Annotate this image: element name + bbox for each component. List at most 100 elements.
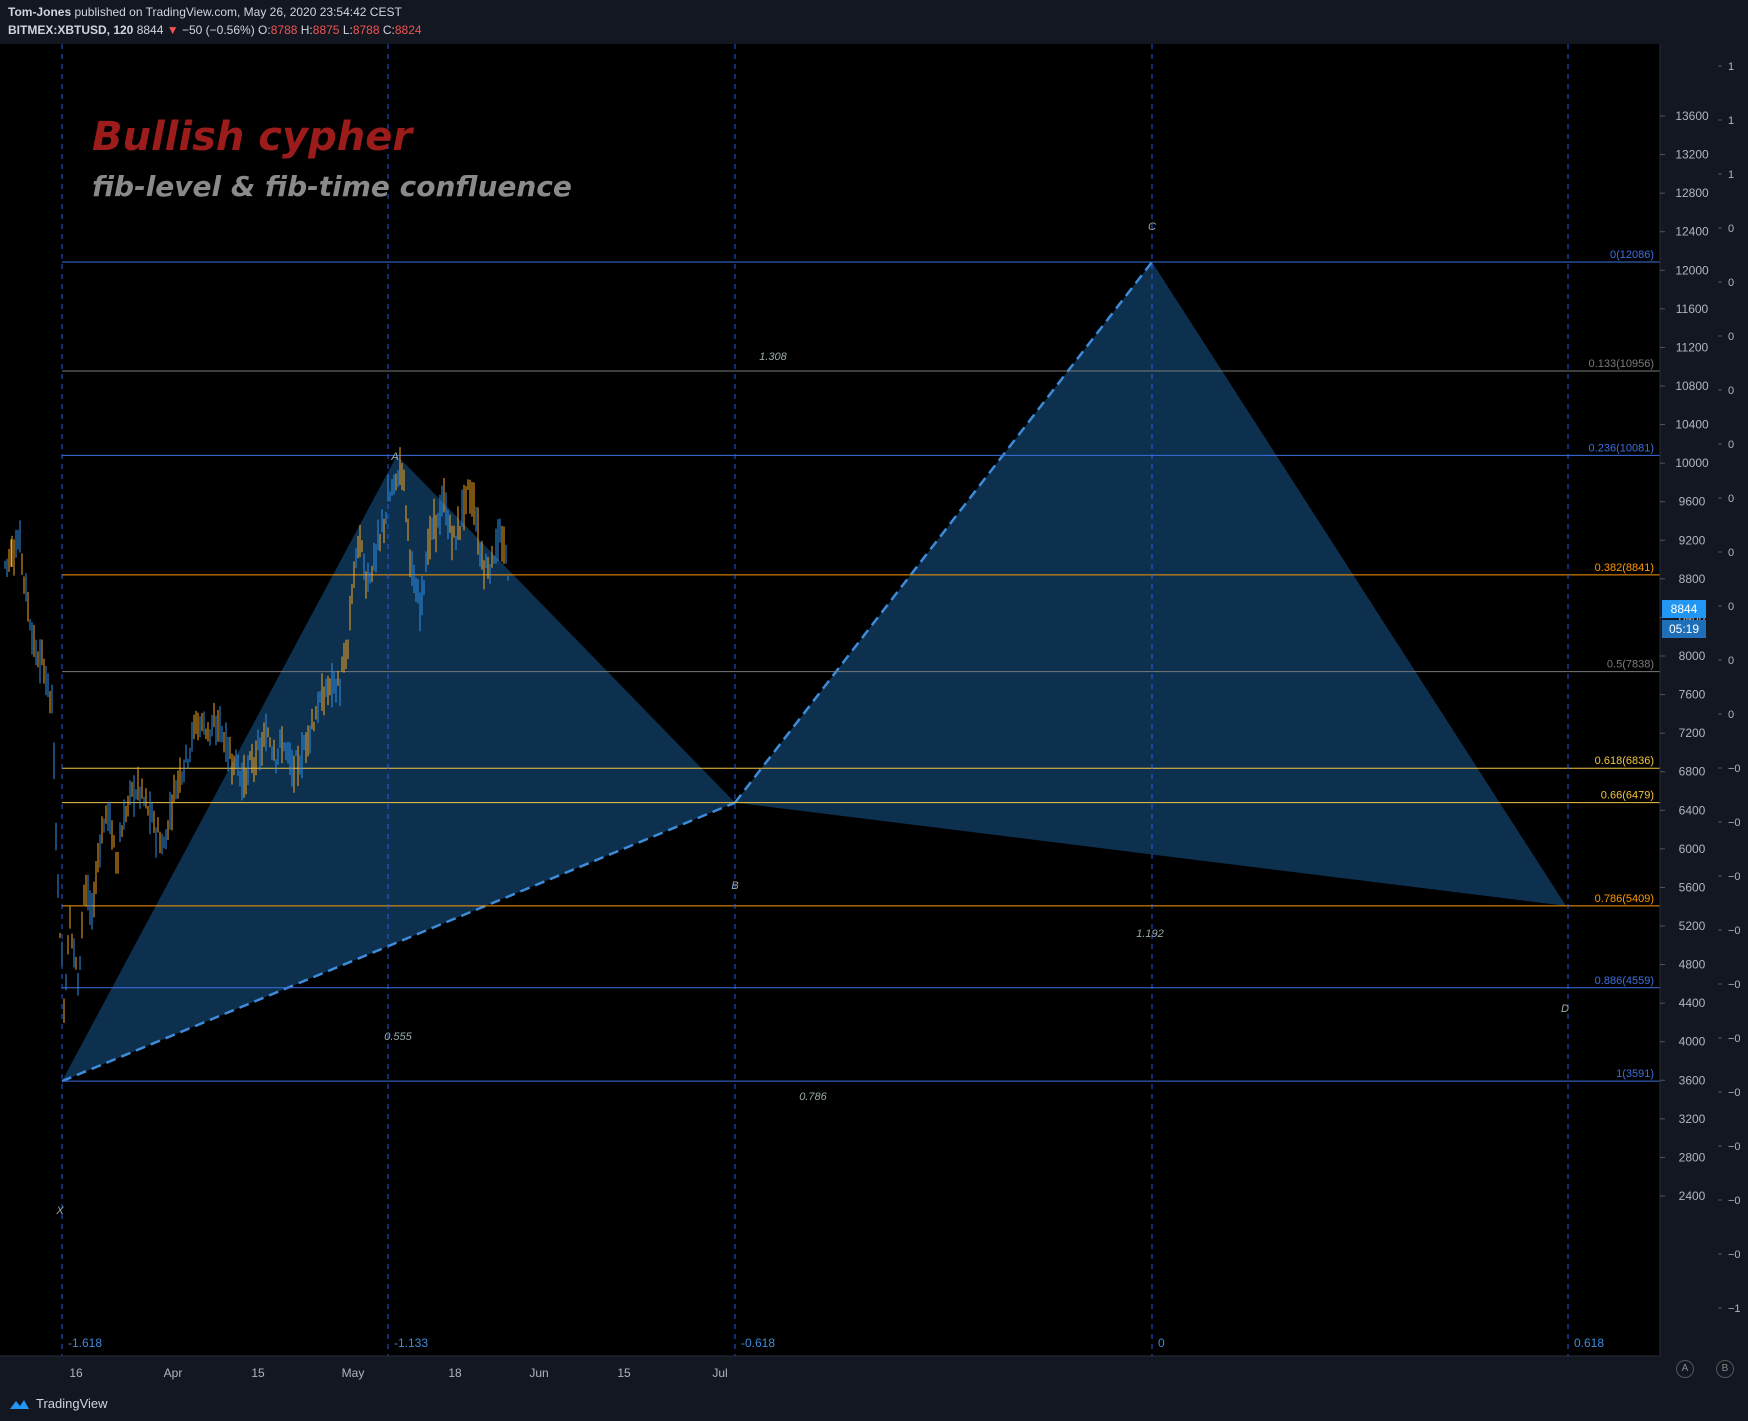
chart-canvas[interactable]: 0(12086) 0.133(10956) 0.236(10081) 0.382(88… (0, 44, 1748, 1388)
fib-level-label: 0.786(5409) (1595, 893, 1654, 905)
fib-time-label: -1.133 (394, 1336, 428, 1350)
secondary-scale-label: 0 (1728, 223, 1734, 235)
secondary-scale-label: 0 (1728, 493, 1734, 505)
price-tick-label: 6000 (1679, 842, 1706, 856)
price-tick-label: 7200 (1679, 726, 1706, 740)
pattern-ratio-label: 1.308 (759, 351, 787, 363)
price-tick-label: 2800 (1679, 1150, 1706, 1164)
price-axis[interactable] (1660, 44, 1748, 1356)
log-scale-button[interactable]: B (1716, 1360, 1734, 1378)
secondary-scale-label: 1 (1728, 169, 1734, 181)
price-tick-label: 2400 (1679, 1189, 1706, 1203)
price-tick-label: 12000 (1675, 263, 1709, 277)
secondary-scale-label: −1 (1728, 1303, 1741, 1315)
price-tick-label: 3600 (1679, 1073, 1706, 1087)
auto-scale-button[interactable]: A (1676, 1360, 1694, 1378)
fib-level-label: 0.382(8841) (1595, 562, 1654, 574)
secondary-scale-label: −0 (1728, 1141, 1741, 1153)
pattern-triangle-bcd (735, 261, 1566, 906)
pattern-point-label: C (1148, 221, 1156, 233)
countdown-badge-text: 05:19 (1669, 622, 1699, 636)
publish-info: Tom-Jones published on TradingView.com, … (8, 5, 402, 19)
down-triangle-icon: ▼ (166, 23, 179, 37)
secondary-scale-label: 0 (1728, 655, 1734, 667)
secondary-scale-label: 0 (1728, 547, 1734, 559)
secondary-scale-label: 0 (1728, 601, 1734, 613)
price-tick-label: 11600 (1676, 302, 1709, 316)
secondary-scale-label: −0 (1728, 817, 1741, 829)
time-tick-label: 15 (617, 1366, 631, 1380)
low-label: L: (342, 23, 353, 37)
secondary-scale-label: −0 (1728, 1249, 1741, 1261)
bottom-bar: TradingView (0, 1388, 1748, 1421)
ohlc-legend: BITMEX:XBTUSD, 120 8844 ▼ −50 (−0.56%) O… (8, 23, 422, 37)
price-tick-label: 8800 (1679, 572, 1706, 586)
time-tick-label: Jun (529, 1366, 548, 1380)
secondary-scale-label: 1 (1728, 61, 1734, 73)
time-axis[interactable] (0, 1356, 1748, 1388)
pattern-point-label: A (390, 451, 398, 463)
last-price: 8844 (136, 23, 164, 37)
symbol-label[interactable]: BITMEX:XBTUSD, 120 (8, 23, 134, 37)
chart-title: Bullish cypher (92, 114, 414, 160)
price-tick-label: 5600 (1679, 880, 1706, 894)
secondary-scale-label: 0 (1728, 331, 1734, 343)
tradingview-logo-text: TradingView (36, 1396, 108, 1411)
fib-level-label: 0.66(6479) (1601, 790, 1654, 802)
price-tick-label: 8000 (1679, 649, 1706, 663)
pattern-ratio-label: 1.192 (1136, 928, 1164, 940)
price-tick-label: 4000 (1679, 1035, 1706, 1049)
price-tick-label: 12400 (1675, 225, 1709, 239)
price-tick-label: 11200 (1676, 340, 1709, 354)
tradingview-logo[interactable]: TradingView (8, 1396, 108, 1411)
price-tick-label: 4800 (1679, 958, 1706, 972)
last-price-badge-text: 8844 (1671, 602, 1698, 616)
time-tick-label: May (342, 1366, 365, 1380)
fib-level-label: 0.133(10956) (1589, 358, 1654, 370)
pattern-point-label: X (55, 1205, 64, 1217)
price-tick-label: 9600 (1679, 495, 1706, 509)
top-bar: Tom-Jones published on TradingView.com, … (0, 0, 1748, 44)
secondary-scale-label: −0 (1728, 925, 1741, 937)
price-tick-label: 3200 (1679, 1112, 1706, 1126)
fib-level-label: 0(12086) (1610, 249, 1654, 261)
price-tick-label: 4400 (1679, 996, 1706, 1010)
close-label: C: (382, 23, 395, 37)
fib-time-label: -1.618 (68, 1336, 102, 1350)
fib-level-label: 1(3591) (1616, 1068, 1654, 1080)
fib-time-label: -0.618 (741, 1336, 775, 1350)
high-value: 8875 (312, 23, 340, 37)
price-tick-label: 6800 (1679, 765, 1706, 779)
fib-level-label: 0.236(10081) (1589, 442, 1654, 454)
countdown-badge (1662, 620, 1706, 638)
secondary-scale-label: −0 (1728, 871, 1741, 883)
time-tick-label: 16 (69, 1366, 83, 1380)
author-name[interactable]: Tom-Jones (8, 5, 72, 19)
open-label: O: (258, 23, 271, 37)
fib-level-label: 0.618(6836) (1595, 755, 1654, 767)
pattern-ratio-label: 0.786 (799, 1091, 827, 1103)
high-label: H: (300, 23, 313, 37)
secondary-scale-label: 0 (1728, 385, 1734, 397)
open-value: 8788 (270, 23, 298, 37)
fib-time-label: 0 (1158, 1336, 1165, 1350)
publish-text: published on TradingView.com, May 26, 20… (71, 5, 402, 19)
price-tick-label: 10000 (1675, 456, 1709, 470)
fib-level-label: 0.886(4559) (1595, 975, 1654, 987)
pattern-dashed-leg (734, 261, 1153, 804)
price-tick-label: 10400 (1675, 418, 1709, 432)
time-tick-label: Apr (164, 1366, 183, 1380)
close-value: 8824 (394, 23, 422, 37)
secondary-scale-label: −0 (1728, 1195, 1741, 1207)
last-price-badge (1662, 600, 1706, 618)
secondary-scale-label: 0 (1728, 709, 1734, 721)
fib-time-label: 0.618 (1574, 1336, 1604, 1350)
secondary-scale-label: 1 (1728, 115, 1734, 127)
time-tick-label: 15 (251, 1366, 265, 1380)
secondary-scale-label: 0 (1728, 277, 1734, 289)
tradingview-cloud-icon (10, 1399, 29, 1409)
secondary-scale-label: −0 (1728, 763, 1741, 775)
secondary-scale-label: −0 (1728, 979, 1741, 991)
price-tick-label: 13600 (1675, 109, 1709, 123)
pattern-point-label: B (731, 880, 738, 892)
